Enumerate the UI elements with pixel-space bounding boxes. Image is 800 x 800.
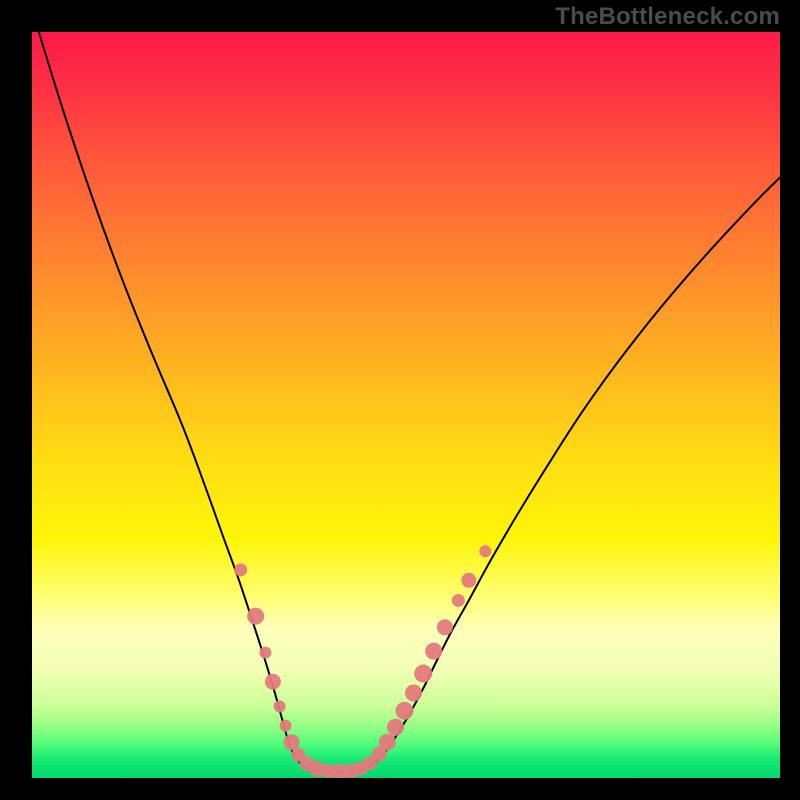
watermark-text: TheBottleneck.com	[555, 3, 780, 31]
plot-area	[32, 32, 780, 778]
frame-left	[0, 0, 32, 800]
frame-right	[780, 0, 800, 800]
heat-gradient-background	[32, 32, 780, 778]
frame-bottom	[0, 778, 800, 800]
